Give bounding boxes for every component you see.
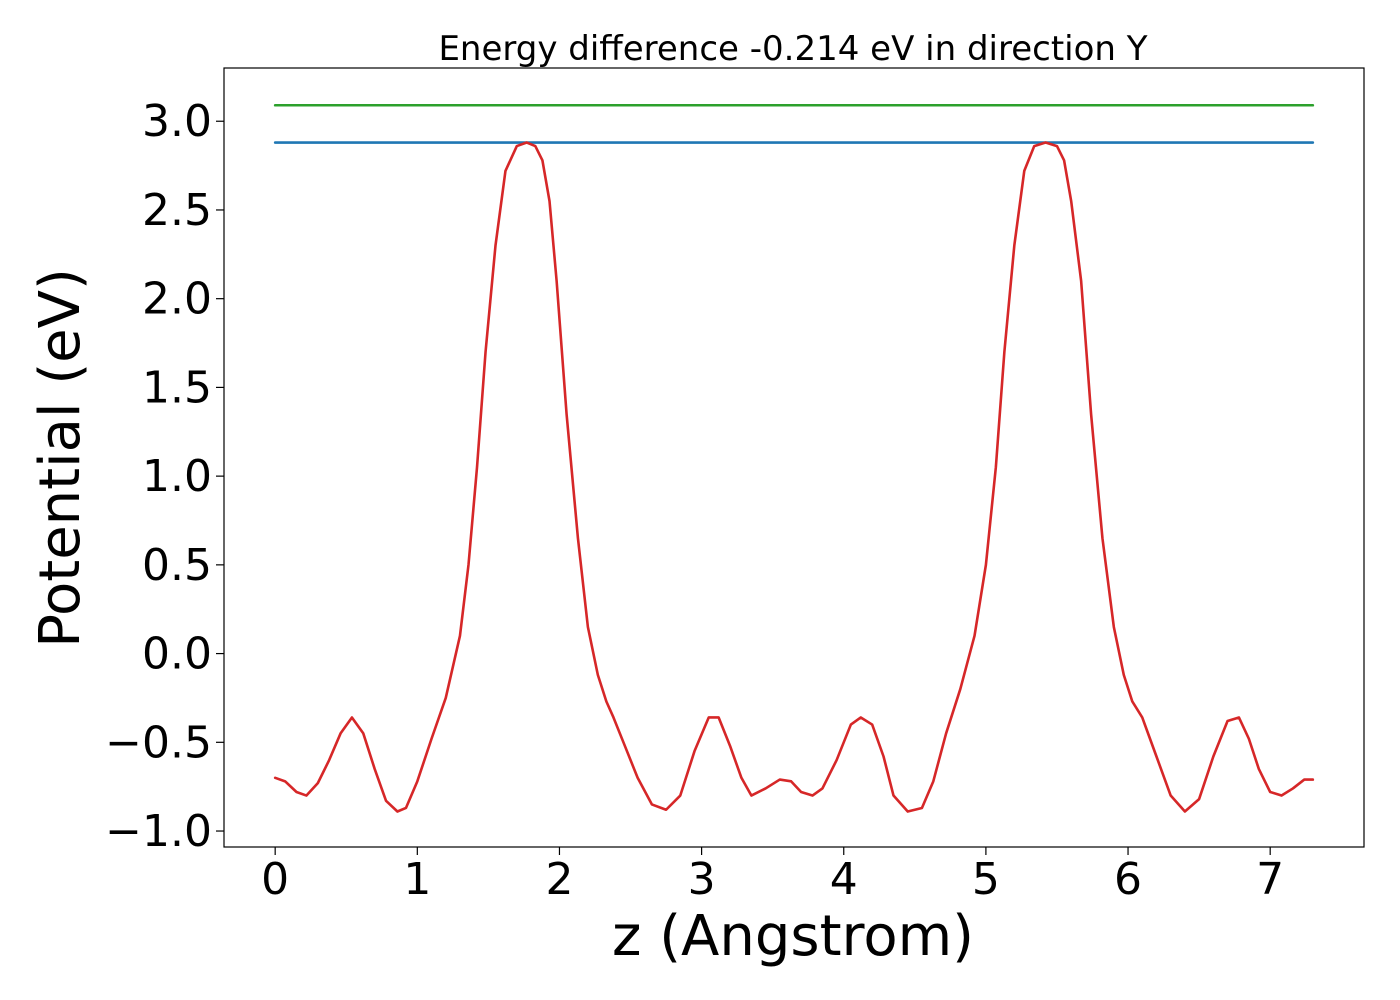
x-axis: 0 1 2 3 4 5 6 7 xyxy=(261,847,1284,905)
x-tick-label: 5 xyxy=(972,854,1000,905)
y-tick-label: 2.5 xyxy=(142,185,212,236)
y-tick-label: 1.0 xyxy=(142,451,212,502)
y-axis: −1.0 −0.5 0.0 0.5 1.0 1.5 2.0 2.5 3.0 xyxy=(105,96,224,857)
y-tick-label: 3.0 xyxy=(142,96,212,147)
x-axis-label: z (Angstrom) xyxy=(612,904,974,969)
series-layer xyxy=(273,103,1315,813)
x-tick-label: 3 xyxy=(688,854,716,905)
x-tick-label: 7 xyxy=(1256,854,1284,905)
y-tick-label: 1.5 xyxy=(142,362,212,413)
y-tick-label: −1.0 xyxy=(105,806,212,857)
plot-area xyxy=(223,67,1365,848)
series-line-2 xyxy=(273,141,1315,813)
y-tick-label: 0.5 xyxy=(142,540,212,591)
y-tick-label: −0.5 xyxy=(105,717,212,768)
x-tick-label: 0 xyxy=(261,854,289,905)
x-tick-label: 1 xyxy=(403,854,431,905)
x-tick-label: 2 xyxy=(545,854,573,905)
chart-title: Energy difference -0.214 eV in direction… xyxy=(438,29,1147,69)
x-tick-label: 6 xyxy=(1114,854,1142,905)
x-tick-label: 4 xyxy=(830,854,858,905)
y-tick-label: 2.0 xyxy=(142,274,212,325)
y-tick-label: 0.0 xyxy=(142,629,212,680)
y-axis-label: Potential (eV) xyxy=(28,268,93,648)
